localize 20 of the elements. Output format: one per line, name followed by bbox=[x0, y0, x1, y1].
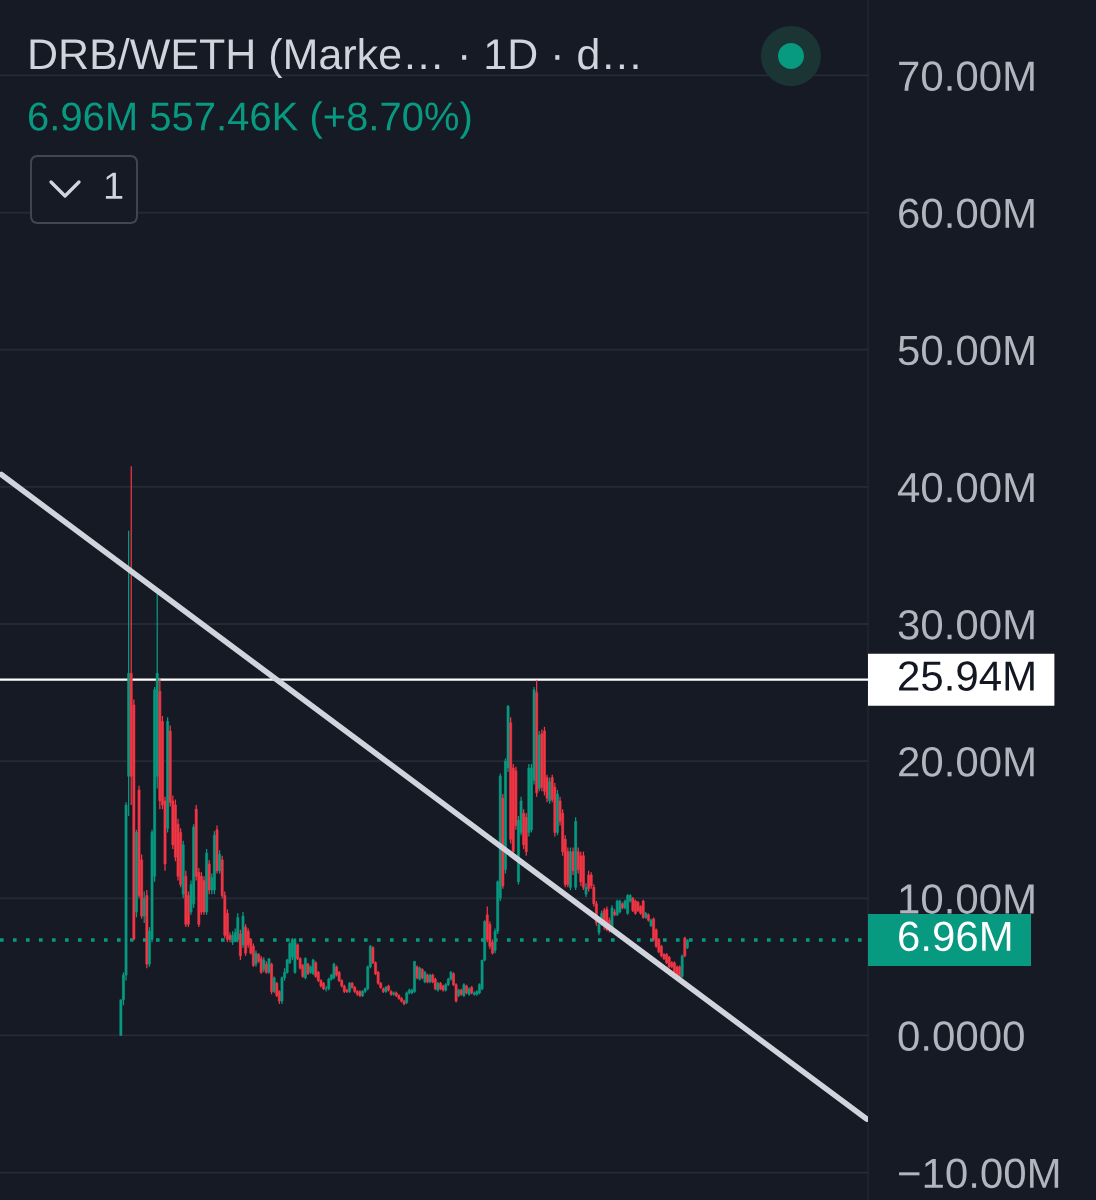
y-tick-label: 70.00M bbox=[899, 61, 1034, 92]
y-tick-label: 0.0000 bbox=[898, 1021, 1024, 1052]
text: 6.96M 557.46K (+8.70%) bbox=[29, 101, 471, 139]
candlestick bbox=[571, 846, 575, 876]
y-tick-label: 40.00M bbox=[897, 472, 1034, 503]
y-tick-label: −10.00M bbox=[899, 1158, 1059, 1189]
candlestick bbox=[142, 890, 146, 924]
candlestick bbox=[556, 789, 559, 836]
y-tick-label: 50.00M bbox=[898, 335, 1034, 366]
y-tick-label: 20.00M bbox=[899, 747, 1034, 777]
candlestick bbox=[239, 929, 242, 961]
y-tick-label: 30.00M bbox=[898, 609, 1034, 640]
ref-line-label: 6.96M bbox=[899, 921, 1011, 952]
y-tick-label: 10.00M bbox=[900, 884, 1034, 914]
candlestick bbox=[244, 923, 247, 957]
text: DRB/WETH (Marke… · 1D · d… bbox=[30, 37, 638, 79]
candlestick bbox=[322, 981, 325, 991]
annotation: 1 bbox=[105, 172, 123, 199]
y-tick-label: 60.00M bbox=[899, 198, 1034, 229]
ref-line-label: 25.94M bbox=[899, 661, 1034, 691]
